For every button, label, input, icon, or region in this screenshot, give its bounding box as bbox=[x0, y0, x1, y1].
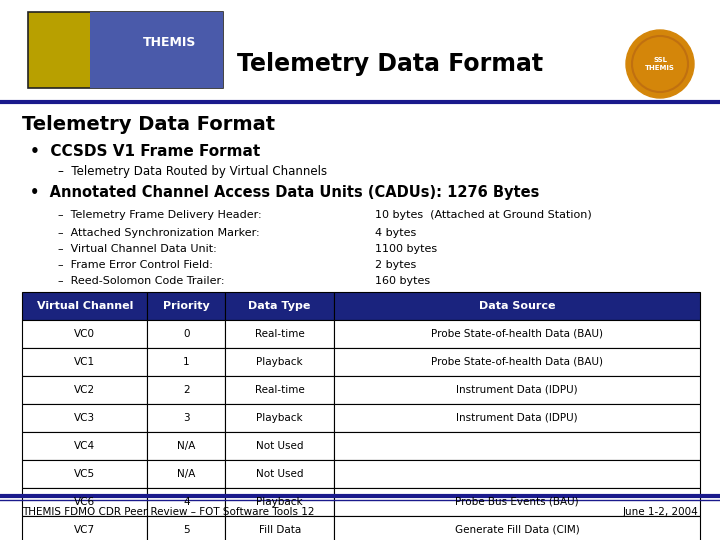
Bar bbox=[225, 376, 334, 404]
Text: VC4: VC4 bbox=[74, 441, 95, 451]
Text: Data Type: Data Type bbox=[248, 301, 311, 311]
Text: Probe State-of-health Data (BAU): Probe State-of-health Data (BAU) bbox=[431, 357, 603, 367]
Text: Priority: Priority bbox=[163, 301, 210, 311]
Text: Probe Bus Events (BAU): Probe Bus Events (BAU) bbox=[455, 497, 579, 507]
Text: VC2: VC2 bbox=[74, 385, 95, 395]
Text: 10 bytes  (Attached at Ground Station): 10 bytes (Attached at Ground Station) bbox=[375, 210, 592, 220]
Text: •  Annotated Channel Access Data Units (CADUs): 1276 Bytes: • Annotated Channel Access Data Units (C… bbox=[30, 186, 539, 200]
Bar bbox=[148, 348, 225, 376]
Text: 1: 1 bbox=[183, 357, 190, 367]
Bar bbox=[334, 404, 700, 432]
Text: VC0: VC0 bbox=[74, 329, 95, 339]
Text: 160 bytes: 160 bytes bbox=[375, 276, 430, 286]
Bar bbox=[225, 292, 334, 320]
Bar bbox=[334, 292, 700, 320]
Text: VC5: VC5 bbox=[74, 469, 95, 479]
Text: –  Virtual Channel Data Unit:: – Virtual Channel Data Unit: bbox=[58, 244, 217, 254]
Text: Data Source: Data Source bbox=[479, 301, 555, 311]
Bar bbox=[22, 292, 148, 320]
Text: Real-time: Real-time bbox=[255, 385, 305, 395]
Text: –  Frame Error Control Field:: – Frame Error Control Field: bbox=[58, 260, 213, 270]
Bar bbox=[148, 432, 225, 460]
Text: Not Used: Not Used bbox=[256, 469, 303, 479]
Text: 4 bytes: 4 bytes bbox=[375, 228, 416, 238]
Bar bbox=[334, 488, 700, 516]
Bar bbox=[148, 376, 225, 404]
Bar bbox=[22, 432, 148, 460]
Bar bbox=[148, 460, 225, 488]
Bar bbox=[334, 516, 700, 540]
Text: 4: 4 bbox=[183, 497, 190, 507]
Bar bbox=[148, 488, 225, 516]
Bar bbox=[148, 292, 225, 320]
Bar bbox=[22, 348, 148, 376]
Text: THEMIS: THEMIS bbox=[143, 36, 197, 49]
Bar bbox=[22, 404, 148, 432]
Text: N/A: N/A bbox=[177, 441, 196, 451]
Text: –  Telemetry Data Routed by Virtual Channels: – Telemetry Data Routed by Virtual Chann… bbox=[58, 165, 327, 179]
Text: Playback: Playback bbox=[256, 497, 303, 507]
Bar bbox=[22, 516, 148, 540]
Text: Instrument Data (IDPU): Instrument Data (IDPU) bbox=[456, 385, 577, 395]
Bar bbox=[334, 376, 700, 404]
Text: VC6: VC6 bbox=[74, 497, 95, 507]
Text: Generate Fill Data (CIM): Generate Fill Data (CIM) bbox=[454, 525, 580, 535]
Bar bbox=[225, 432, 334, 460]
Bar bbox=[225, 348, 334, 376]
Text: Instrument Data (IDPU): Instrument Data (IDPU) bbox=[456, 413, 577, 423]
Bar bbox=[334, 460, 700, 488]
Text: –  Attached Synchronization Marker:: – Attached Synchronization Marker: bbox=[58, 228, 260, 238]
Text: –  Reed-Solomon Code Trailer:: – Reed-Solomon Code Trailer: bbox=[58, 276, 225, 286]
Text: –  Telemetry Frame Delivery Header:: – Telemetry Frame Delivery Header: bbox=[58, 210, 261, 220]
Text: Virtual Channel: Virtual Channel bbox=[37, 301, 133, 311]
Bar bbox=[22, 320, 148, 348]
Text: 5: 5 bbox=[183, 525, 190, 535]
Text: Probe State-of-health Data (BAU): Probe State-of-health Data (BAU) bbox=[431, 329, 603, 339]
Text: June 1-2, 2004: June 1-2, 2004 bbox=[622, 507, 698, 517]
Text: •  CCSDS V1 Frame Format: • CCSDS V1 Frame Format bbox=[30, 145, 260, 159]
Bar bbox=[148, 516, 225, 540]
Text: Telemetry Data Format: Telemetry Data Format bbox=[237, 52, 543, 76]
FancyBboxPatch shape bbox=[90, 12, 223, 88]
Bar bbox=[22, 488, 148, 516]
Text: THEMIS FDMO CDR Peer Review – FOT Software Tools 12: THEMIS FDMO CDR Peer Review – FOT Softwa… bbox=[22, 507, 315, 517]
Text: Telemetry Data Format: Telemetry Data Format bbox=[22, 116, 275, 134]
Text: SSL
THEMIS: SSL THEMIS bbox=[645, 57, 675, 71]
Circle shape bbox=[626, 30, 694, 98]
Text: 2 bytes: 2 bytes bbox=[375, 260, 416, 270]
Text: 3: 3 bbox=[183, 413, 190, 423]
Text: Fill Data: Fill Data bbox=[258, 525, 301, 535]
Text: Playback: Playback bbox=[256, 413, 303, 423]
FancyBboxPatch shape bbox=[28, 12, 223, 88]
Bar bbox=[148, 320, 225, 348]
Text: VC3: VC3 bbox=[74, 413, 95, 423]
Text: Real-time: Real-time bbox=[255, 329, 305, 339]
Bar bbox=[334, 348, 700, 376]
Text: N/A: N/A bbox=[177, 469, 196, 479]
Text: 0: 0 bbox=[183, 329, 189, 339]
Bar bbox=[22, 460, 148, 488]
Text: Playback: Playback bbox=[256, 357, 303, 367]
Bar bbox=[334, 320, 700, 348]
Text: Not Used: Not Used bbox=[256, 441, 303, 451]
Bar bbox=[22, 376, 148, 404]
Text: VC7: VC7 bbox=[74, 525, 95, 535]
Bar bbox=[334, 432, 700, 460]
Bar bbox=[225, 460, 334, 488]
Text: 2: 2 bbox=[183, 385, 190, 395]
Bar bbox=[225, 516, 334, 540]
Text: VC1: VC1 bbox=[74, 357, 95, 367]
Bar bbox=[225, 404, 334, 432]
Bar bbox=[148, 404, 225, 432]
Bar bbox=[225, 320, 334, 348]
Text: 1100 bytes: 1100 bytes bbox=[375, 244, 437, 254]
Bar bbox=[225, 488, 334, 516]
